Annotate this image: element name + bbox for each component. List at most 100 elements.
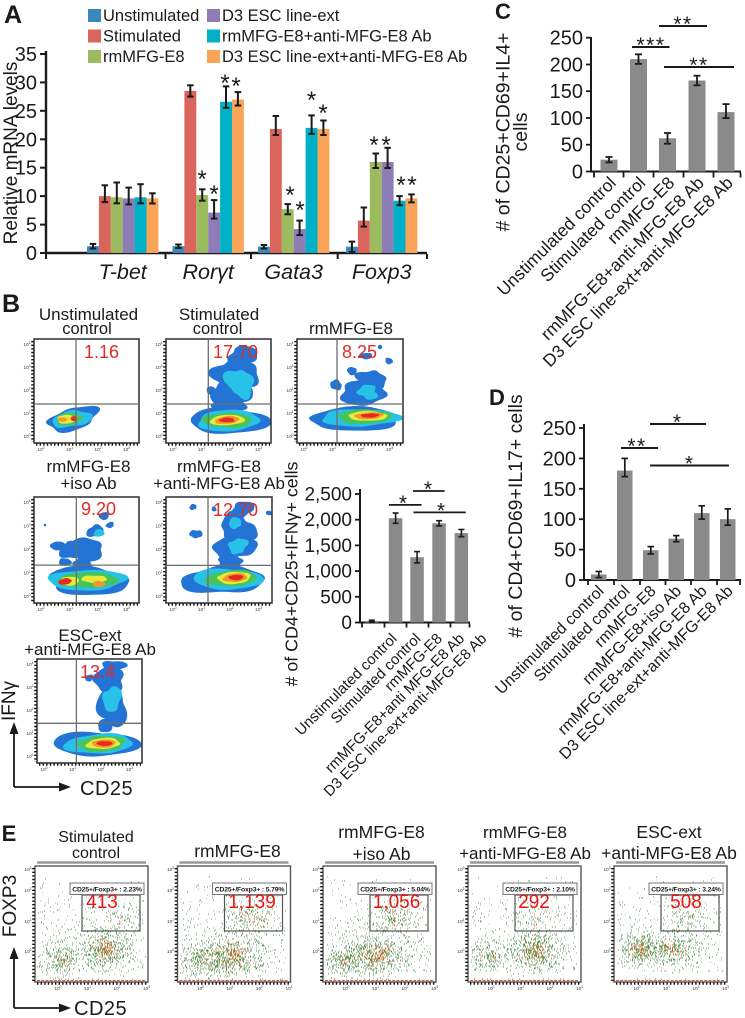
svg-text:*: * — [424, 478, 432, 501]
svg-text:0: 0 — [572, 162, 583, 184]
svg-text:101: 101 — [198, 606, 205, 612]
svg-text:*: * — [307, 87, 316, 114]
svg-text:CD25: CD25 — [74, 998, 127, 1018]
svg-text:101: 101 — [27, 730, 34, 736]
svg-text:100: 100 — [458, 948, 465, 954]
svg-text:102: 102 — [313, 887, 320, 893]
svg-text:Rorγt: Rorγt — [183, 260, 235, 284]
svg-text:100: 100 — [24, 433, 31, 439]
svg-text:100: 100 — [170, 606, 177, 612]
svg-text:rmMFG-E8+anti-MFG-E8 Ab: rmMFG-E8+anti-MFG-E8 Ab — [222, 28, 432, 46]
svg-text:100: 100 — [604, 948, 611, 954]
svg-text:1,056: 1,056 — [373, 892, 421, 913]
svg-text:100: 100 — [38, 446, 45, 452]
svg-text:ESC-ext: ESC-ext — [58, 626, 122, 645]
svg-text:101: 101 — [604, 918, 611, 924]
svg-text:50: 50 — [561, 135, 583, 157]
svg-text:101: 101 — [198, 446, 205, 452]
svg-text:100: 100 — [156, 433, 163, 439]
svg-text:*: * — [396, 172, 405, 199]
svg-text:150: 150 — [543, 479, 576, 501]
svg-text:+anti-MFG-E8 Ab: +anti-MFG-E8 Ab — [24, 640, 156, 659]
svg-text:101: 101 — [167, 918, 174, 924]
svg-text:CD25+/Foxp3+ : 2.23%: CD25+/Foxp3+ : 2.23% — [72, 887, 142, 894]
svg-text:1,000: 1,000 — [304, 562, 352, 583]
svg-text:103: 103 — [458, 866, 465, 872]
svg-text:500: 500 — [320, 587, 352, 608]
svg-text:CD25+/Foxp3+ : 2.10%: CD25+/Foxp3+ : 2.10% — [505, 887, 575, 894]
svg-text:103: 103 — [287, 364, 294, 370]
svg-text:100: 100 — [156, 593, 163, 599]
svg-text:10: 10 — [15, 186, 37, 208]
svg-text:*: * — [399, 492, 407, 515]
svg-text:+anti-MFG-E8 Ab: +anti-MFG-E8 Ab — [601, 843, 737, 863]
svg-text:102: 102 — [256, 985, 263, 991]
svg-text:250: 250 — [543, 418, 576, 440]
svg-text:103: 103 — [167, 866, 174, 872]
svg-text:101: 101 — [227, 985, 234, 991]
svg-text:Stimulated: Stimulated — [179, 305, 259, 324]
svg-text:*: * — [231, 73, 240, 100]
svg-text:102: 102 — [24, 387, 31, 393]
svg-text:508: 508 — [670, 892, 702, 913]
svg-text:20: 20 — [15, 129, 37, 151]
svg-text:IFNγ: IFNγ — [0, 680, 20, 721]
svg-text:rmMFG-E8: rmMFG-E8 — [103, 48, 185, 66]
svg-text:101: 101 — [24, 410, 31, 416]
svg-text:103: 103 — [386, 446, 393, 452]
svg-text:rmMFG-E8: rmMFG-E8 — [338, 822, 425, 842]
svg-text:15: 15 — [15, 158, 37, 180]
svg-text:101: 101 — [66, 446, 73, 452]
svg-text:101: 101 — [156, 410, 163, 416]
svg-text:413: 413 — [86, 892, 118, 913]
svg-text:103: 103 — [25, 866, 32, 872]
svg-text:103: 103 — [156, 522, 163, 528]
svg-text:100: 100 — [550, 108, 583, 130]
svg-text:100: 100 — [27, 753, 34, 759]
svg-text:101: 101 — [329, 446, 336, 452]
svg-text:*: * — [220, 70, 229, 97]
svg-text:103: 103 — [143, 985, 150, 991]
svg-text:*: * — [381, 132, 390, 159]
svg-text:D3 ESC line-ext+anti-MFG-E8 Ab: D3 ESC line-ext+anti-MFG-E8 Ab — [222, 48, 467, 66]
svg-text:C: C — [495, 0, 511, 24]
svg-text:# of CD4+CD25+IFNγ+ cells: # of CD4+CD25+IFNγ+ cells — [282, 461, 302, 686]
svg-text:5: 5 — [26, 215, 37, 237]
svg-text:200: 200 — [550, 55, 583, 77]
svg-text:+anti-MFG-E8 Ab: +anti-MFG-E8 Ab — [459, 844, 591, 863]
svg-text:A: A — [4, 1, 22, 29]
svg-text:103: 103 — [156, 364, 163, 370]
svg-text:100: 100 — [287, 433, 294, 439]
svg-text:102: 102 — [156, 387, 163, 393]
svg-text:Unstimulated: Unstimulated — [39, 305, 138, 324]
svg-text:103: 103 — [123, 446, 130, 452]
svg-text:292: 292 — [518, 892, 550, 913]
svg-text:103: 103 — [286, 985, 293, 991]
svg-text:0: 0 — [341, 613, 352, 634]
svg-text:1,500: 1,500 — [304, 536, 352, 557]
svg-text:200: 200 — [543, 448, 576, 470]
svg-text:**: ** — [673, 13, 692, 36]
svg-text:**: ** — [689, 54, 708, 77]
svg-text:102: 102 — [227, 606, 234, 612]
svg-text:104: 104 — [287, 341, 294, 347]
svg-text:103: 103 — [24, 364, 31, 370]
svg-text:12.70: 12.70 — [213, 500, 258, 520]
svg-text:Stimulated: Stimulated — [103, 28, 181, 46]
svg-text:rmMFG-E8: rmMFG-E8 — [177, 457, 261, 476]
svg-text:101: 101 — [287, 410, 294, 416]
svg-text:102: 102 — [167, 887, 174, 893]
svg-text:*: * — [197, 166, 206, 193]
svg-text:30: 30 — [15, 72, 37, 94]
svg-text:CD25+/Foxp3+ : 5.79%: CD25+/Foxp3+ : 5.79% — [215, 887, 285, 894]
svg-text:100: 100 — [488, 985, 495, 991]
svg-text:100: 100 — [24, 593, 31, 599]
svg-text:CD25: CD25 — [80, 778, 133, 800]
svg-text:cells: cells — [510, 112, 532, 151]
svg-text:100: 100 — [543, 509, 576, 531]
svg-text:103: 103 — [604, 866, 611, 872]
svg-text:+iso Ab: +iso Ab — [353, 844, 411, 864]
svg-text:102: 102 — [27, 707, 34, 713]
svg-text:*: * — [685, 453, 693, 476]
svg-text:Foxp3: Foxp3 — [352, 260, 412, 284]
